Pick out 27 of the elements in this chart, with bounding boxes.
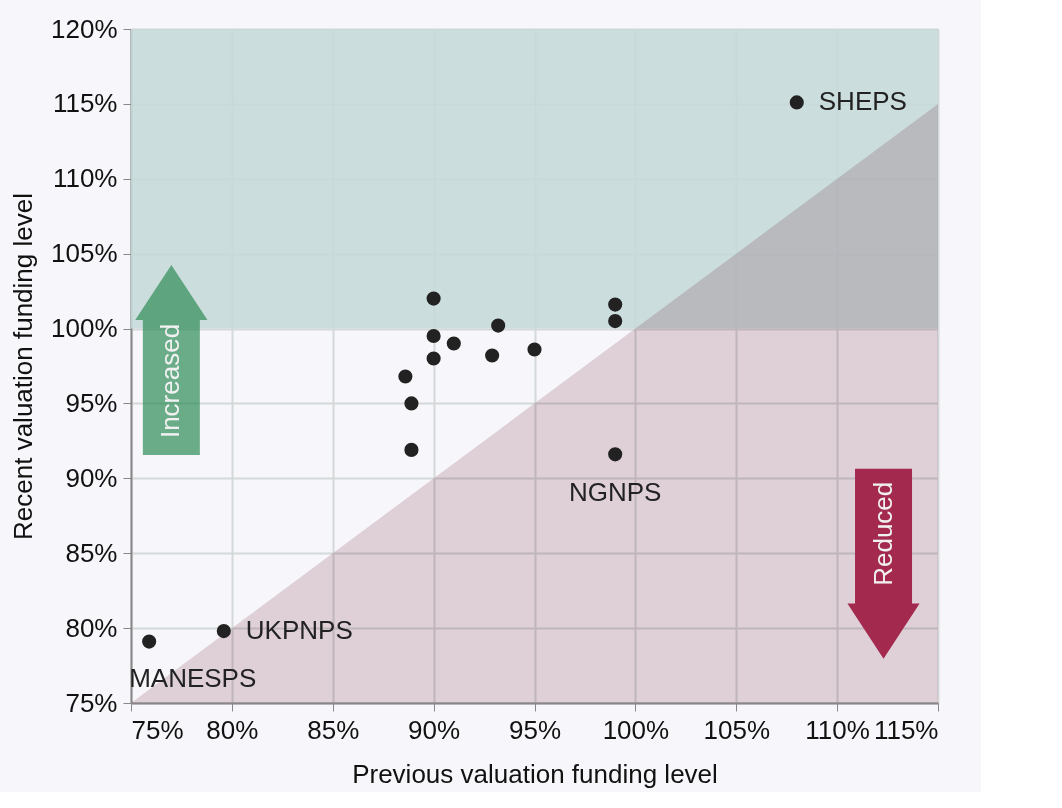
x-tick-label: 95% bbox=[508, 714, 562, 745]
y-axis-title: Recent valuation funding level bbox=[8, 193, 38, 540]
annotation: MANESPS bbox=[129, 662, 257, 693]
y-tick-label: 75% bbox=[65, 687, 118, 718]
annotation: UKPNPS bbox=[245, 615, 353, 646]
y-tick-label: 95% bbox=[65, 387, 118, 418]
x-tick-label: 90% bbox=[408, 714, 461, 745]
y-tick-label: 85% bbox=[65, 537, 118, 568]
x-tick-label: 105% bbox=[703, 714, 770, 745]
x-tick-label: 115% bbox=[873, 714, 939, 745]
y-tick-label: 100% bbox=[51, 313, 118, 344]
x-tick-label: 75% bbox=[131, 714, 184, 745]
annotation: Increased bbox=[155, 323, 186, 439]
x-tick-label: 100% bbox=[602, 714, 670, 745]
annotation: NGNPS bbox=[568, 477, 662, 508]
x-tick-label: 85% bbox=[307, 714, 360, 745]
x-axis-title: Previous valuation funding level bbox=[352, 758, 718, 789]
annotation: SHEPS bbox=[818, 86, 907, 117]
y-tick-label: 105% bbox=[51, 238, 118, 269]
y-tick-label: 120% bbox=[51, 13, 118, 44]
x-tick-label: 110% bbox=[805, 714, 870, 745]
x-tick-label: 80% bbox=[206, 714, 259, 745]
y-tick-label: 115% bbox=[52, 88, 118, 119]
y-tick-label: 80% bbox=[65, 612, 118, 643]
annotation: Reduced bbox=[867, 481, 898, 586]
y-tick-label: 110% bbox=[52, 163, 118, 194]
y-tick-label: 90% bbox=[65, 462, 118, 493]
